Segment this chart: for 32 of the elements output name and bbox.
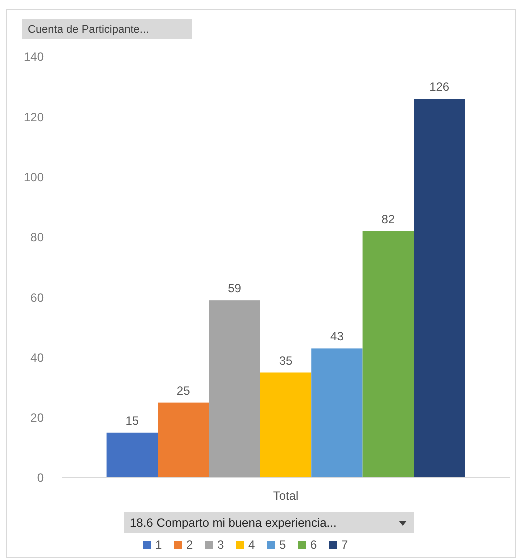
- x-tick-label: Total: [273, 489, 299, 503]
- bar: [362, 231, 414, 478]
- data-label: 82: [382, 212, 396, 226]
- legend-label: 6: [310, 538, 318, 552]
- bar: [106, 432, 158, 478]
- y-tick-label: 40: [30, 350, 44, 365]
- y-axis-title: Cuenta de Participante...: [28, 24, 150, 36]
- legend-label: 7: [342, 538, 348, 552]
- bar: [312, 348, 363, 478]
- legend-title: 18.6 Comparto mi buena experiencia...: [130, 516, 337, 530]
- y-tick-label: 20: [30, 411, 44, 426]
- bar: [158, 402, 210, 478]
- y-tick-label: 120: [24, 110, 44, 124]
- y-tick-label: 80: [30, 230, 44, 245]
- data-label: 35: [279, 354, 293, 368]
- data-label: 15: [126, 414, 140, 428]
- y-tick-label: 0: [37, 471, 44, 486]
- legend-label: 1: [156, 538, 162, 552]
- legend-label: 5: [280, 538, 286, 552]
- y-tick-label: 140: [24, 50, 44, 64]
- y-tick-label: 60: [30, 290, 44, 305]
- legend-label: 4: [248, 538, 256, 552]
- data-label: 126: [430, 80, 450, 94]
- data-label: 25: [176, 384, 191, 398]
- y-tick-label: 100: [24, 170, 44, 184]
- data-label: 59: [228, 282, 242, 296]
- legend-label: 2: [186, 538, 194, 552]
- legend-label: 3: [218, 538, 224, 552]
- bar: [209, 300, 260, 478]
- bar: [414, 99, 466, 478]
- data-label: 43: [330, 330, 344, 344]
- bar: [260, 372, 312, 478]
